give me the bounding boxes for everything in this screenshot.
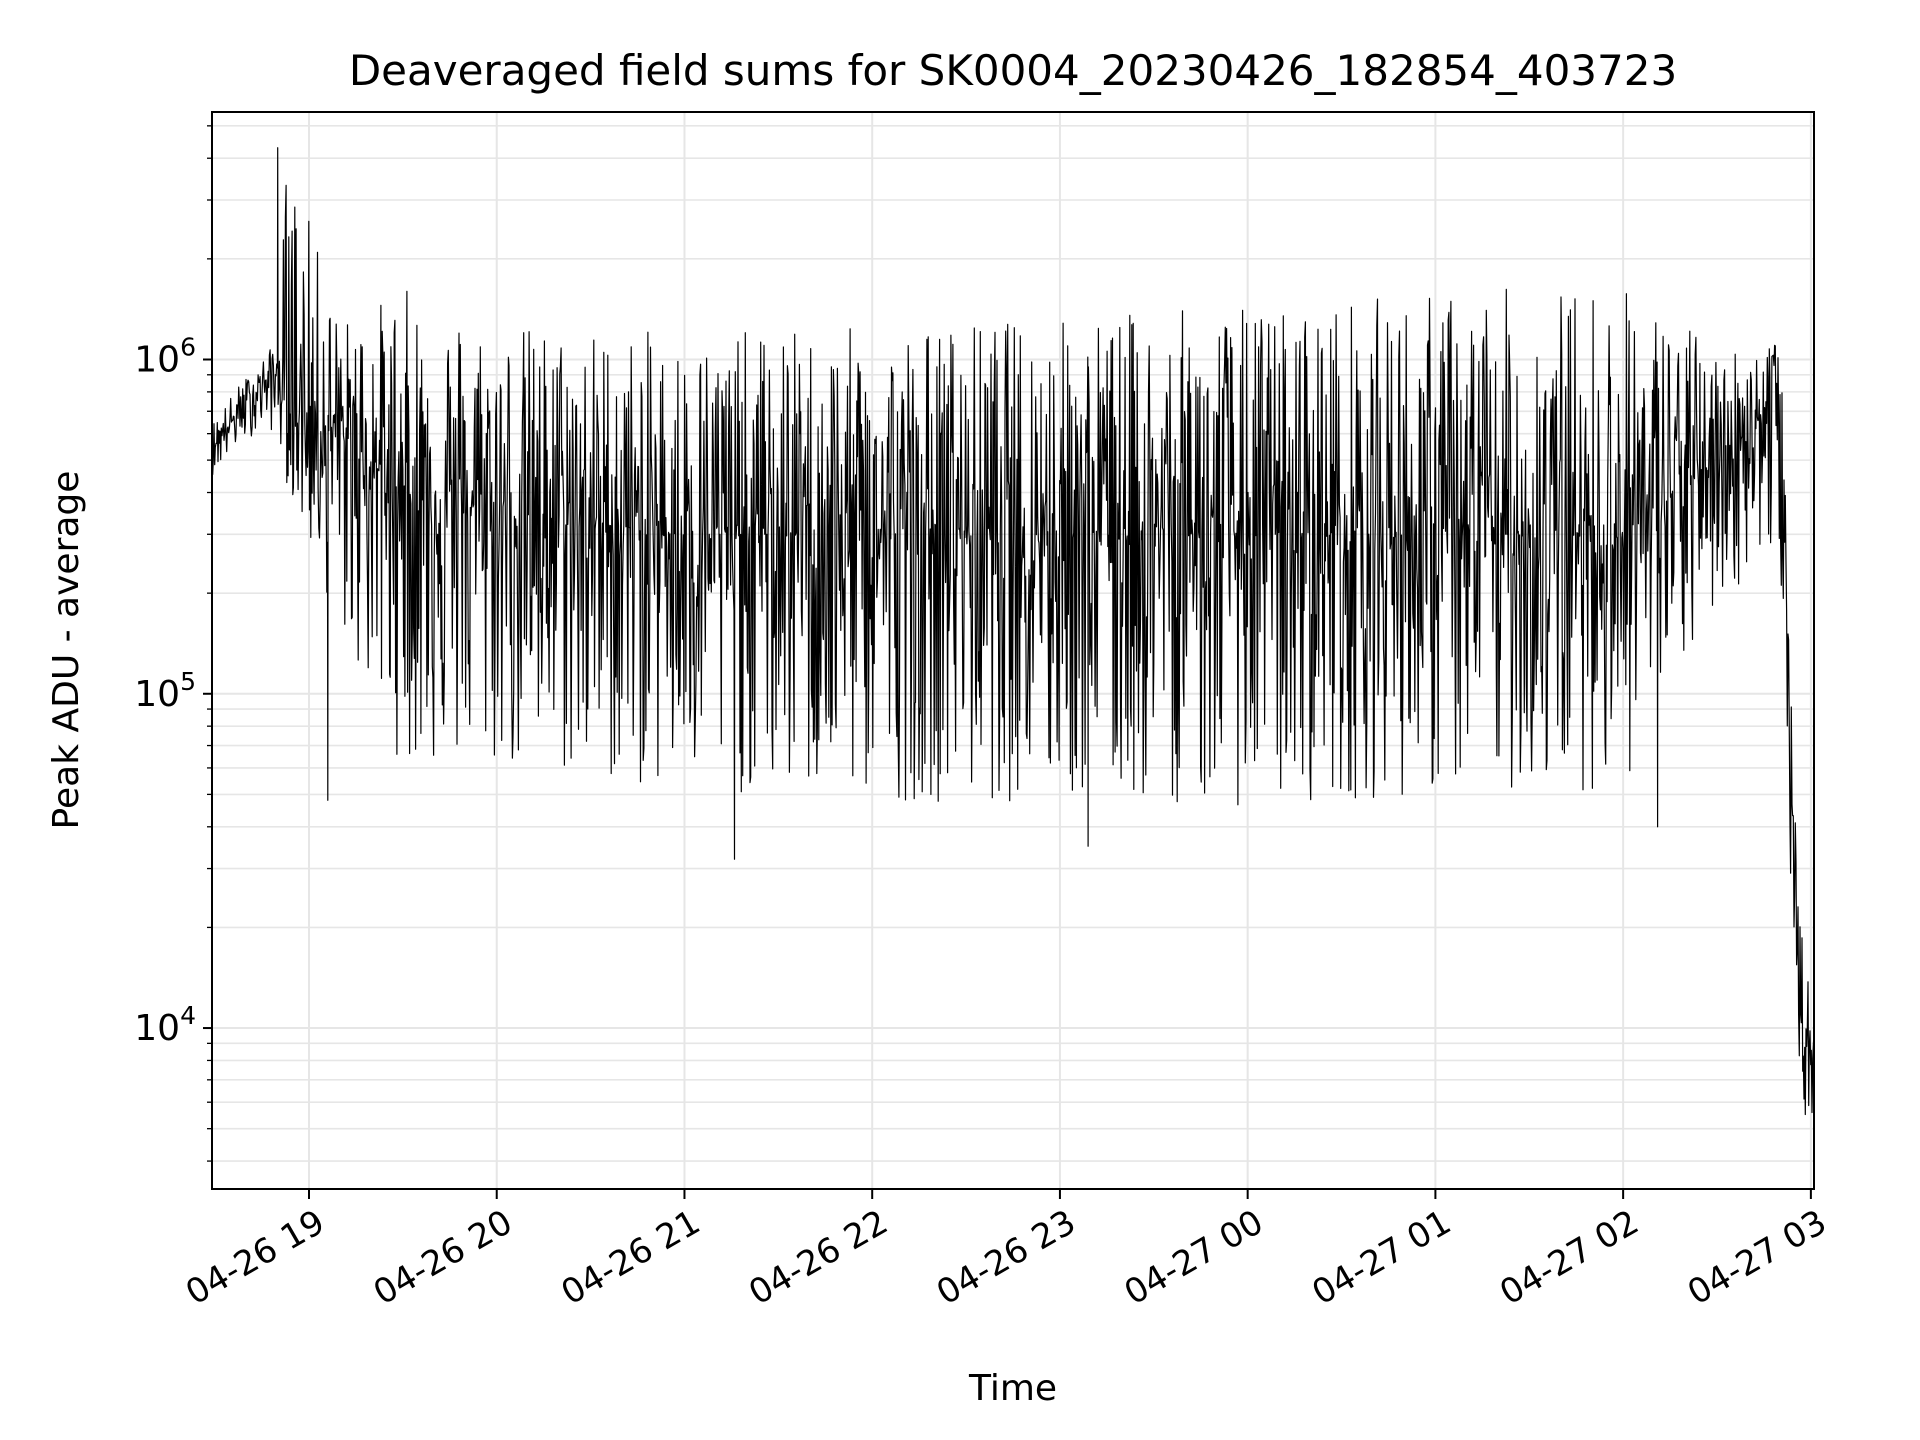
x-axis-label: Time bbox=[968, 1368, 1057, 1409]
x-tick-label: 04-27 01 bbox=[1306, 1202, 1458, 1313]
series-line bbox=[212, 147, 1814, 1116]
x-tick-label: 04-27 02 bbox=[1493, 1202, 1645, 1313]
series-path bbox=[212, 147, 1814, 1116]
chart-title: Deaveraged field sums for SK0004_2023042… bbox=[349, 46, 1677, 95]
y-tick-label: 104 bbox=[134, 1001, 196, 1049]
x-tick-label: 04-26 19 bbox=[179, 1202, 331, 1313]
x-tick-label: 04-26 22 bbox=[742, 1202, 894, 1313]
plot-frame bbox=[211, 111, 1815, 1190]
x-tick-label: 04-26 23 bbox=[930, 1202, 1082, 1313]
y-axis: 104 105 106 bbox=[134, 125, 212, 1162]
y-tick-label: 105 bbox=[134, 667, 196, 715]
x-tick-label: 04-26 21 bbox=[555, 1202, 707, 1313]
y-axis-label: Peak ADU - average bbox=[46, 471, 87, 830]
y-tick-label: 106 bbox=[134, 332, 196, 380]
x-axis: 04-26 19 04-26 20 04-26 21 04-26 22 04-26 23… bbox=[179, 1189, 1833, 1313]
x-tick-label: 04-26 20 bbox=[367, 1202, 519, 1313]
x-tick-label: 04-27 00 bbox=[1118, 1202, 1270, 1313]
x-tick-label: 04-27 03 bbox=[1681, 1202, 1833, 1313]
